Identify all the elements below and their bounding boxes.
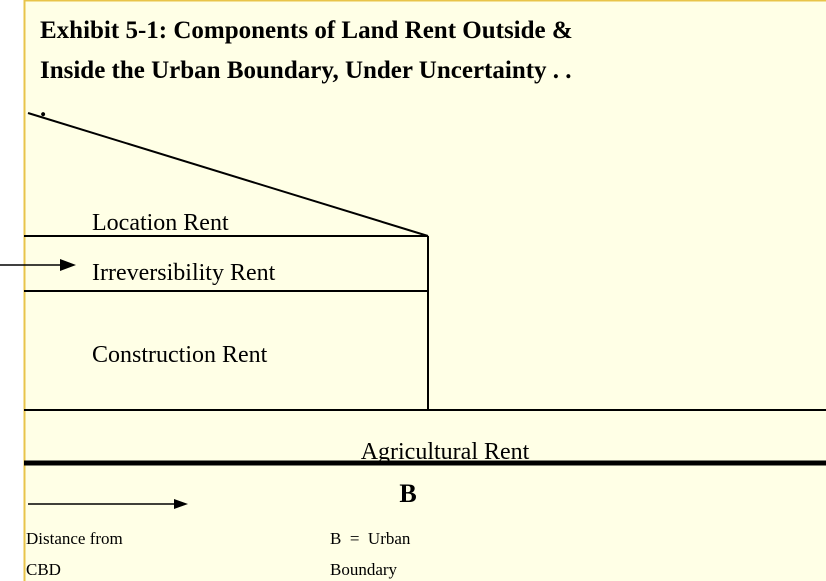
boundary-legend: B = Urban (330, 529, 411, 548)
title-line: Inside the Urban Boundary, Under Uncerta… (40, 57, 572, 84)
location-rent-label: Location Rent (92, 210, 229, 236)
location-rent-slope (27, 112, 429, 237)
boundary-legend: Boundary (330, 560, 398, 579)
title-dot: . (40, 95, 46, 122)
construction-rent-label: Construction Rent (92, 342, 268, 368)
title-line: Exhibit 5-1: Components of Land Rent Out… (40, 17, 573, 44)
distance-arrowhead (174, 499, 188, 509)
distance-label: Distance from (26, 529, 123, 548)
agricultural-rent-label: Agricultural Rent (361, 439, 530, 465)
distance-label: CBD (26, 560, 61, 579)
boundary-mark: B (399, 479, 416, 508)
pointer-arrowhead (60, 259, 76, 271)
irreversibility-rent-label: Irreversibility Rent (92, 260, 276, 286)
